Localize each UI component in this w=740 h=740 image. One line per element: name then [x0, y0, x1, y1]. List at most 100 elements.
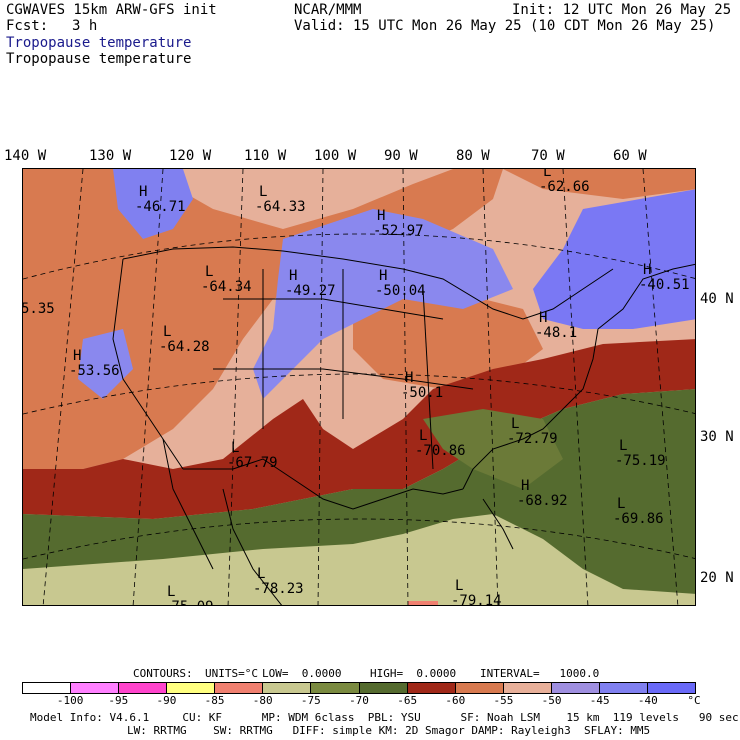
contours-label: CONTOURS: [133, 667, 193, 680]
colorbar-tick-label: -50 [541, 694, 562, 707]
latlon-grid [23, 169, 695, 605]
colorbar-unit: °C [687, 694, 701, 707]
field-region-orange-central [353, 289, 543, 389]
colorbar-segment [167, 683, 216, 693]
low-marker: L [455, 578, 464, 594]
fcst-label: Fcst: [6, 18, 49, 34]
high-marker: H [73, 348, 82, 364]
extremum-value: -53.56 [69, 363, 120, 379]
low-marker: L [419, 428, 428, 444]
extremum-value: -64.28 [159, 339, 210, 355]
colorbar-segment [311, 683, 360, 693]
longitude-label: 70 W [531, 148, 565, 164]
init-time: Init: 12 UTC Mon 26 May 25 [512, 2, 732, 18]
high-marker: H [139, 184, 148, 200]
field-title-primary: Tropopause temperature [6, 35, 192, 51]
longitude-label: 60 W [613, 148, 647, 164]
extremum-value: -50.04 [375, 283, 426, 299]
model-info-line1: Model Info: V4.6.1 CU: KF MP: WDM 6class… [30, 711, 739, 724]
colorbar-segment [503, 683, 552, 693]
colorbar-tick-label: -65 [397, 694, 418, 707]
colorbar-segment [599, 683, 649, 693]
colorbar-segment [263, 683, 312, 693]
fcst-value: 3 h [72, 18, 98, 34]
extremum-value: -70.86 [415, 443, 466, 459]
colorbar-tick-label: -40 [637, 694, 658, 707]
colorbar-segment [407, 683, 456, 693]
extremum-value: -64.34 [201, 279, 252, 295]
low-marker: L [231, 440, 240, 456]
colorbar-segment [119, 683, 168, 693]
model-title: CGWAVES 15km ARW-GFS init [6, 2, 217, 18]
colorbar-segment [648, 683, 696, 693]
extremum-value: -75.19 [615, 453, 666, 469]
colorbar-tick-label: -55 [493, 694, 514, 707]
field-region-khaki [23, 514, 695, 605]
extremum-value: -78.23 [253, 581, 304, 597]
colorbar-segment [215, 683, 264, 693]
low-marker: L [619, 438, 628, 454]
extremum-value: -69.86 [613, 511, 664, 527]
longitude-label: 110 W [244, 148, 287, 164]
tropopause-temperature-field [23, 169, 695, 605]
colorbar-tick-label: -100 [56, 694, 84, 707]
colorbar-segment [455, 683, 504, 693]
high-marker: H [405, 370, 414, 386]
extremum-value: -48.1 [535, 325, 578, 341]
extremum-value: -64.33 [255, 199, 306, 215]
latitude-label: 20 N [700, 570, 734, 586]
low-marker: L [167, 584, 176, 600]
longitude-label: 120 W [169, 148, 212, 164]
longitude-label: 130 W [89, 148, 132, 164]
valid-time: Valid: 15 UTC Mon 26 May 25 (10 CDT Mon … [294, 18, 716, 34]
extremum-value: -52.97 [373, 223, 424, 239]
extremum-value: -75.09 [163, 600, 214, 606]
longitude-label: 90 W [384, 148, 418, 164]
contours-high: HIGH= 0.0000 [370, 667, 457, 680]
latitude-label: 30 N [700, 429, 734, 445]
map-panel: H -46.71 L -64.33 L -62.66 H -52.97 L -64.34 H -49.… [22, 168, 696, 606]
field-region-orange-north [503, 169, 695, 199]
high-marker: H [643, 262, 652, 278]
low-marker: L [543, 168, 552, 180]
contours-interval: INTERVAL= 1000.0 [480, 667, 600, 680]
colorbar-tick-label: -90 [156, 694, 177, 707]
map-borders [112, 246, 695, 605]
extremum-value: -79.14 [451, 593, 502, 606]
colorbar-tick-label: -95 [108, 694, 129, 707]
colorbar-tick-label: -80 [252, 694, 273, 707]
field-region-blue-northwest [113, 169, 193, 239]
extremum-value: -46.71 [135, 199, 186, 215]
high-marker: H [289, 268, 298, 284]
extremum-value: -50.1 [401, 385, 444, 401]
colorbar-tick-label: -85 [204, 694, 225, 707]
colorbar-tick-label: -75 [300, 694, 321, 707]
longitude-label: 80 W [456, 148, 490, 164]
extremum-value: -72.79 [507, 431, 558, 447]
center-label: NCAR/MMM [294, 2, 362, 18]
extremum-value: 5.35 [22, 301, 55, 317]
low-marker: L [259, 184, 268, 200]
extremum-value: -67.79 [227, 455, 278, 471]
longitude-label: 100 W [314, 148, 357, 164]
low-marker: L [511, 416, 520, 432]
low-marker: L [205, 264, 214, 280]
colorbar-segment [71, 683, 120, 693]
contours-low: LOW= 0.0000 [262, 667, 342, 680]
colorbar-tick-label: -70 [349, 694, 369, 707]
high-marker: H [379, 268, 388, 284]
field-title-secondary: Tropopause temperature [6, 51, 192, 67]
extremum-value: -62.66 [539, 179, 590, 195]
colorbar-tick-label: -60 [445, 694, 466, 707]
contours-units: UNITS=°C [205, 667, 258, 680]
latitude-label: 40 N [700, 291, 734, 307]
high-marker: H [521, 478, 530, 494]
high-marker: H [539, 310, 548, 326]
field-region-salmon [408, 601, 438, 605]
colorbar-segment [359, 683, 408, 693]
extremum-value: -40.51 [639, 277, 690, 293]
low-marker: L [163, 324, 172, 340]
longitude-label: 140 W [4, 148, 47, 164]
high-marker: H [377, 208, 386, 224]
extremum-value: -49.27 [285, 283, 336, 299]
